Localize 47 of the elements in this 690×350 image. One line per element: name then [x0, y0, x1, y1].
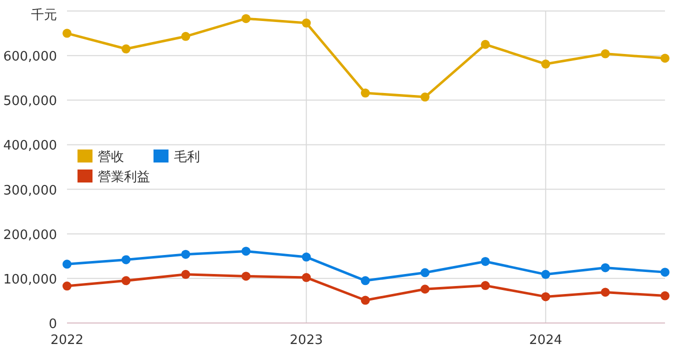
point — [420, 92, 430, 102]
point — [181, 270, 190, 279]
point — [541, 270, 550, 279]
point — [360, 296, 370, 305]
y-tick-label: 300,000 — [3, 183, 57, 198]
point — [302, 273, 311, 282]
point — [660, 291, 670, 300]
x-tick-label: 2023 — [290, 333, 323, 348]
y-tick-label: 200,000 — [3, 228, 57, 243]
point — [600, 49, 610, 58]
point — [480, 281, 490, 290]
point — [360, 276, 370, 286]
point — [360, 88, 370, 98]
point — [480, 256, 490, 266]
y-tick-label: 600,000 — [3, 50, 57, 65]
point — [302, 252, 311, 262]
point — [181, 250, 190, 259]
point — [122, 276, 131, 286]
point — [420, 268, 430, 278]
point — [242, 272, 251, 281]
y-tick-label: 500,000 — [3, 94, 57, 110]
point — [62, 260, 72, 269]
x-tick-label: 2022 — [50, 333, 84, 348]
y-tick-label: 100,000 — [3, 272, 57, 288]
point — [420, 284, 430, 294]
y-tick-label: 400,000 — [3, 138, 57, 154]
x-tick-label: 2024 — [529, 333, 562, 348]
point — [541, 60, 550, 69]
point — [62, 28, 72, 38]
point — [660, 54, 670, 63]
y-tick-label: 0 — [48, 317, 57, 332]
point — [660, 268, 670, 277]
legend-label: 毛利 — [174, 150, 200, 165]
point — [122, 255, 131, 264]
point — [302, 18, 311, 28]
point — [480, 40, 490, 49]
point — [242, 14, 251, 24]
point — [600, 288, 610, 297]
point — [541, 292, 550, 302]
point — [62, 282, 72, 291]
point — [242, 246, 251, 256]
point — [600, 263, 610, 272]
y-axis-title: 千元 — [31, 8, 57, 23]
legend-label: 營收 — [98, 150, 124, 165]
point — [181, 32, 190, 41]
point — [122, 44, 131, 54]
legend-label: 營業利益 — [98, 170, 150, 185]
